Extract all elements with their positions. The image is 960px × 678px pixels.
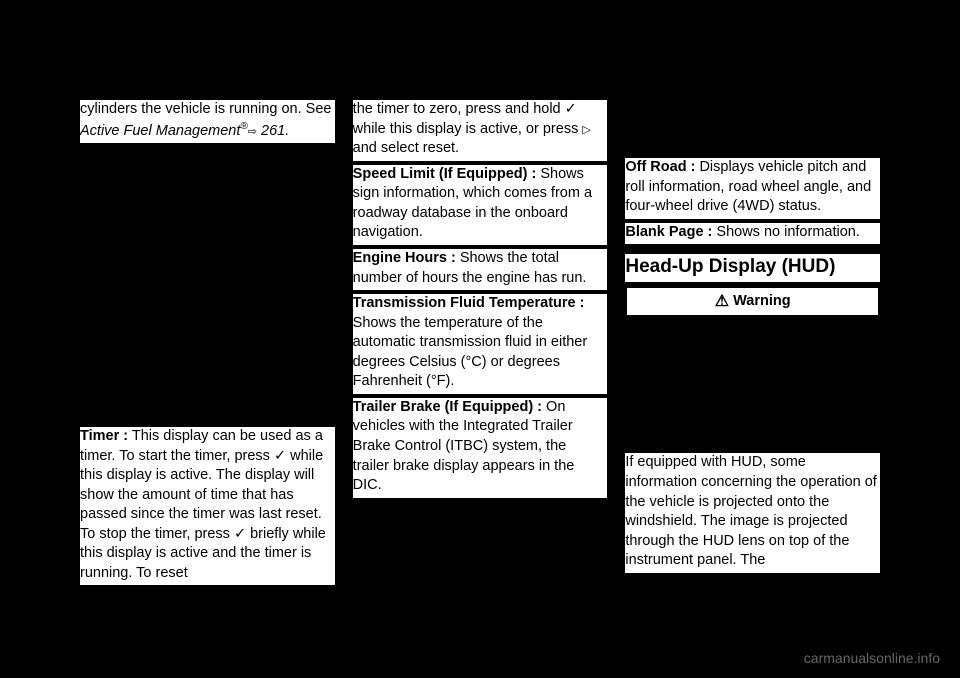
column-3: Off Road : Displays vehicle pitch and ro… <box>625 100 880 589</box>
reset-text-a: the timer to zero, press and hold <box>353 101 565 117</box>
warning-label: Warning <box>733 293 790 309</box>
text-active-fuel: Active Fuel Management <box>80 122 240 138</box>
paragraph-off-road: Off Road : Displays vehicle pitch and ro… <box>625 158 880 219</box>
manual-page: cylinders the vehicle is running on. See… <box>80 100 880 589</box>
column-2: the timer to zero, press and hold ✓ whil… <box>353 100 608 589</box>
check-icon-3: ✓ <box>565 101 577 117</box>
engine-label: Engine Hours : <box>353 250 456 266</box>
blank-text: Shows no information. <box>712 224 860 240</box>
paragraph-engine-hours: Engine Hours : Shows the total number of… <box>353 249 608 290</box>
check-icon-1: ✓ <box>274 448 286 464</box>
blank-space-1 <box>80 147 335 427</box>
paragraph-trailer-brake: Trailer Brake (If Equipped) : On vehicle… <box>353 398 608 498</box>
hud-heading: Head-Up Display (HUD) <box>625 254 880 282</box>
paragraph-transmission: Transmission Fluid Temperature : Shows t… <box>353 294 608 394</box>
registered-icon: ® <box>240 121 247 132</box>
paragraph-speed-limit: Speed Limit (If Equipped) : Shows sign i… <box>353 165 608 245</box>
blank-space-3 <box>625 323 880 453</box>
watermark: carmanualsonline.info <box>804 649 940 668</box>
text-cylinders-a: cylinders the vehicle is running on. See <box>80 101 331 117</box>
offroad-label: Off Road : <box>625 159 695 175</box>
paragraph-cylinders: cylinders the vehicle is running on. See… <box>80 100 335 143</box>
hud-text: If equipped with HUD, some information c… <box>625 454 877 568</box>
warning-icon: ⚠ <box>715 294 729 310</box>
reset-text-c: and select reset. <box>353 140 459 156</box>
paragraph-timer: Timer : This display can be used as a ti… <box>80 427 335 586</box>
column-1: cylinders the vehicle is running on. See… <box>80 100 335 589</box>
warning-box: ⚠ Warning <box>625 286 880 318</box>
paragraph-hud-desc: If equipped with HUD, some information c… <box>625 453 880 572</box>
link-icon: ⇨ <box>248 125 257 137</box>
paragraph-reset: the timer to zero, press and hold ✓ whil… <box>353 100 608 161</box>
trans-text: Shows the temperature of the automatic t… <box>353 315 588 390</box>
timer-label: Timer : <box>80 428 128 444</box>
paragraph-blank-page: Blank Page : Shows no information. <box>625 223 880 245</box>
check-icon-2: ✓ <box>234 526 246 542</box>
blank-label: Blank Page : <box>625 224 712 240</box>
text-page-261: 261. <box>257 122 289 138</box>
blank-space-2 <box>625 100 880 158</box>
speed-label: Speed Limit (If Equipped) : <box>353 166 537 182</box>
trailer-label: Trailer Brake (If Equipped) : <box>353 399 542 415</box>
reset-text-b: while this display is active, or press <box>353 121 583 137</box>
trans-label: Transmission Fluid Temperature : <box>353 295 585 311</box>
arrow-icon: ▷ <box>582 124 590 136</box>
